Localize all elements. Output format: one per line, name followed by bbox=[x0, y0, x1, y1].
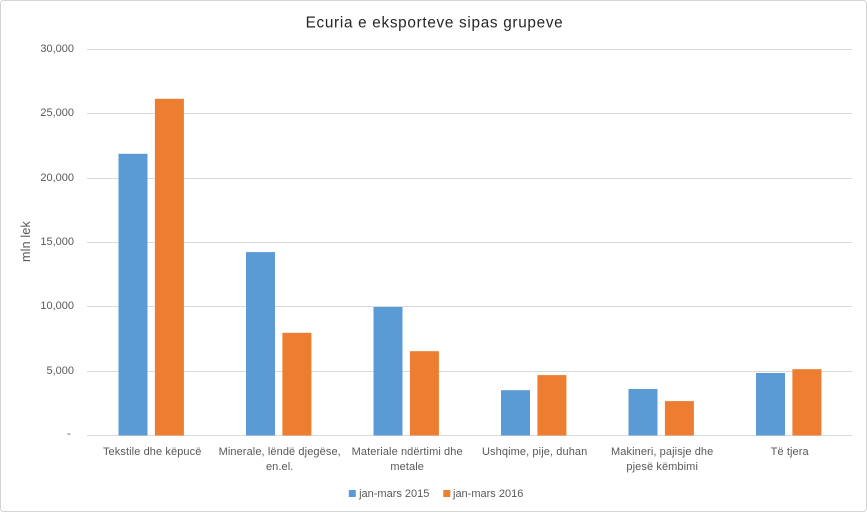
svg-text:Materiale ndërtimi dhe: Materiale ndërtimi dhe bbox=[352, 446, 463, 458]
svg-text:Minerale, lëndë djegëse,: Minerale, lëndë djegëse, bbox=[219, 446, 341, 458]
svg-text:20,000: 20,000 bbox=[40, 172, 74, 184]
svg-text:-: - bbox=[67, 428, 71, 440]
svg-text:5,000: 5,000 bbox=[46, 365, 74, 377]
svg-text:Makineri, pajisje dhe: Makineri, pajisje dhe bbox=[611, 446, 713, 458]
svg-text:en.el.: en.el. bbox=[266, 461, 294, 473]
svg-text:Të tjera: Të tjera bbox=[771, 446, 810, 458]
svg-text:pjesë këmbimi: pjesë këmbimi bbox=[626, 461, 698, 473]
svg-text:15,000: 15,000 bbox=[40, 236, 74, 248]
svg-text:10,000: 10,000 bbox=[40, 300, 74, 312]
svg-text:mln lek: mln lek bbox=[19, 220, 33, 262]
svg-text:30,000: 30,000 bbox=[40, 43, 74, 55]
svg-text:jan-mars 2015: jan-mars 2015 bbox=[358, 488, 429, 500]
svg-text:jan-mars 2016: jan-mars 2016 bbox=[452, 488, 523, 500]
svg-text:Tekstile dhe këpucë: Tekstile dhe këpucë bbox=[103, 446, 202, 458]
svg-text:25,000: 25,000 bbox=[40, 107, 74, 119]
svg-text:metale: metale bbox=[390, 461, 424, 473]
svg-text:Ecuria e eksporteve sipas grup: Ecuria e eksporteve sipas grupeve bbox=[306, 14, 564, 31]
svg-text:Ushqime, pije, duhan: Ushqime, pije, duhan bbox=[482, 446, 587, 458]
